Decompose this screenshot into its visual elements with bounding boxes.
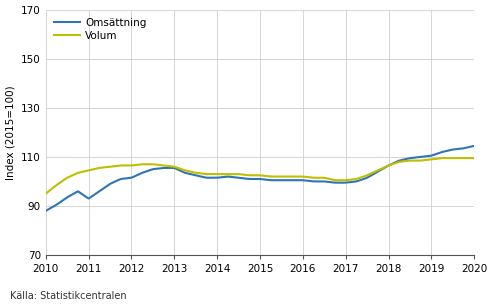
Omsättning bbox=[60, 199, 66, 202]
Line: Volum: Volum bbox=[46, 158, 474, 194]
Volum bbox=[157, 163, 163, 167]
Y-axis label: Index (2015=100): Index (2015=100) bbox=[5, 85, 16, 180]
Volum bbox=[441, 156, 447, 160]
Volum bbox=[43, 192, 49, 195]
Volum bbox=[69, 174, 74, 178]
Omsättning bbox=[43, 209, 49, 213]
Omsättning bbox=[471, 144, 477, 148]
Volum bbox=[435, 157, 441, 161]
Text: Källa: Statistikcentralen: Källa: Statistikcentralen bbox=[10, 291, 127, 301]
Volum bbox=[60, 179, 66, 182]
Omsättning bbox=[450, 148, 456, 151]
Legend: Omsättning, Volum: Omsättning, Volum bbox=[51, 15, 150, 44]
Volum bbox=[122, 164, 128, 167]
Omsättning bbox=[69, 193, 74, 197]
Omsättning bbox=[435, 152, 441, 155]
Omsättning bbox=[157, 167, 163, 170]
Omsättning bbox=[122, 177, 128, 180]
Line: Omsättning: Omsättning bbox=[46, 146, 474, 211]
Volum bbox=[471, 156, 477, 160]
Volum bbox=[452, 156, 458, 160]
